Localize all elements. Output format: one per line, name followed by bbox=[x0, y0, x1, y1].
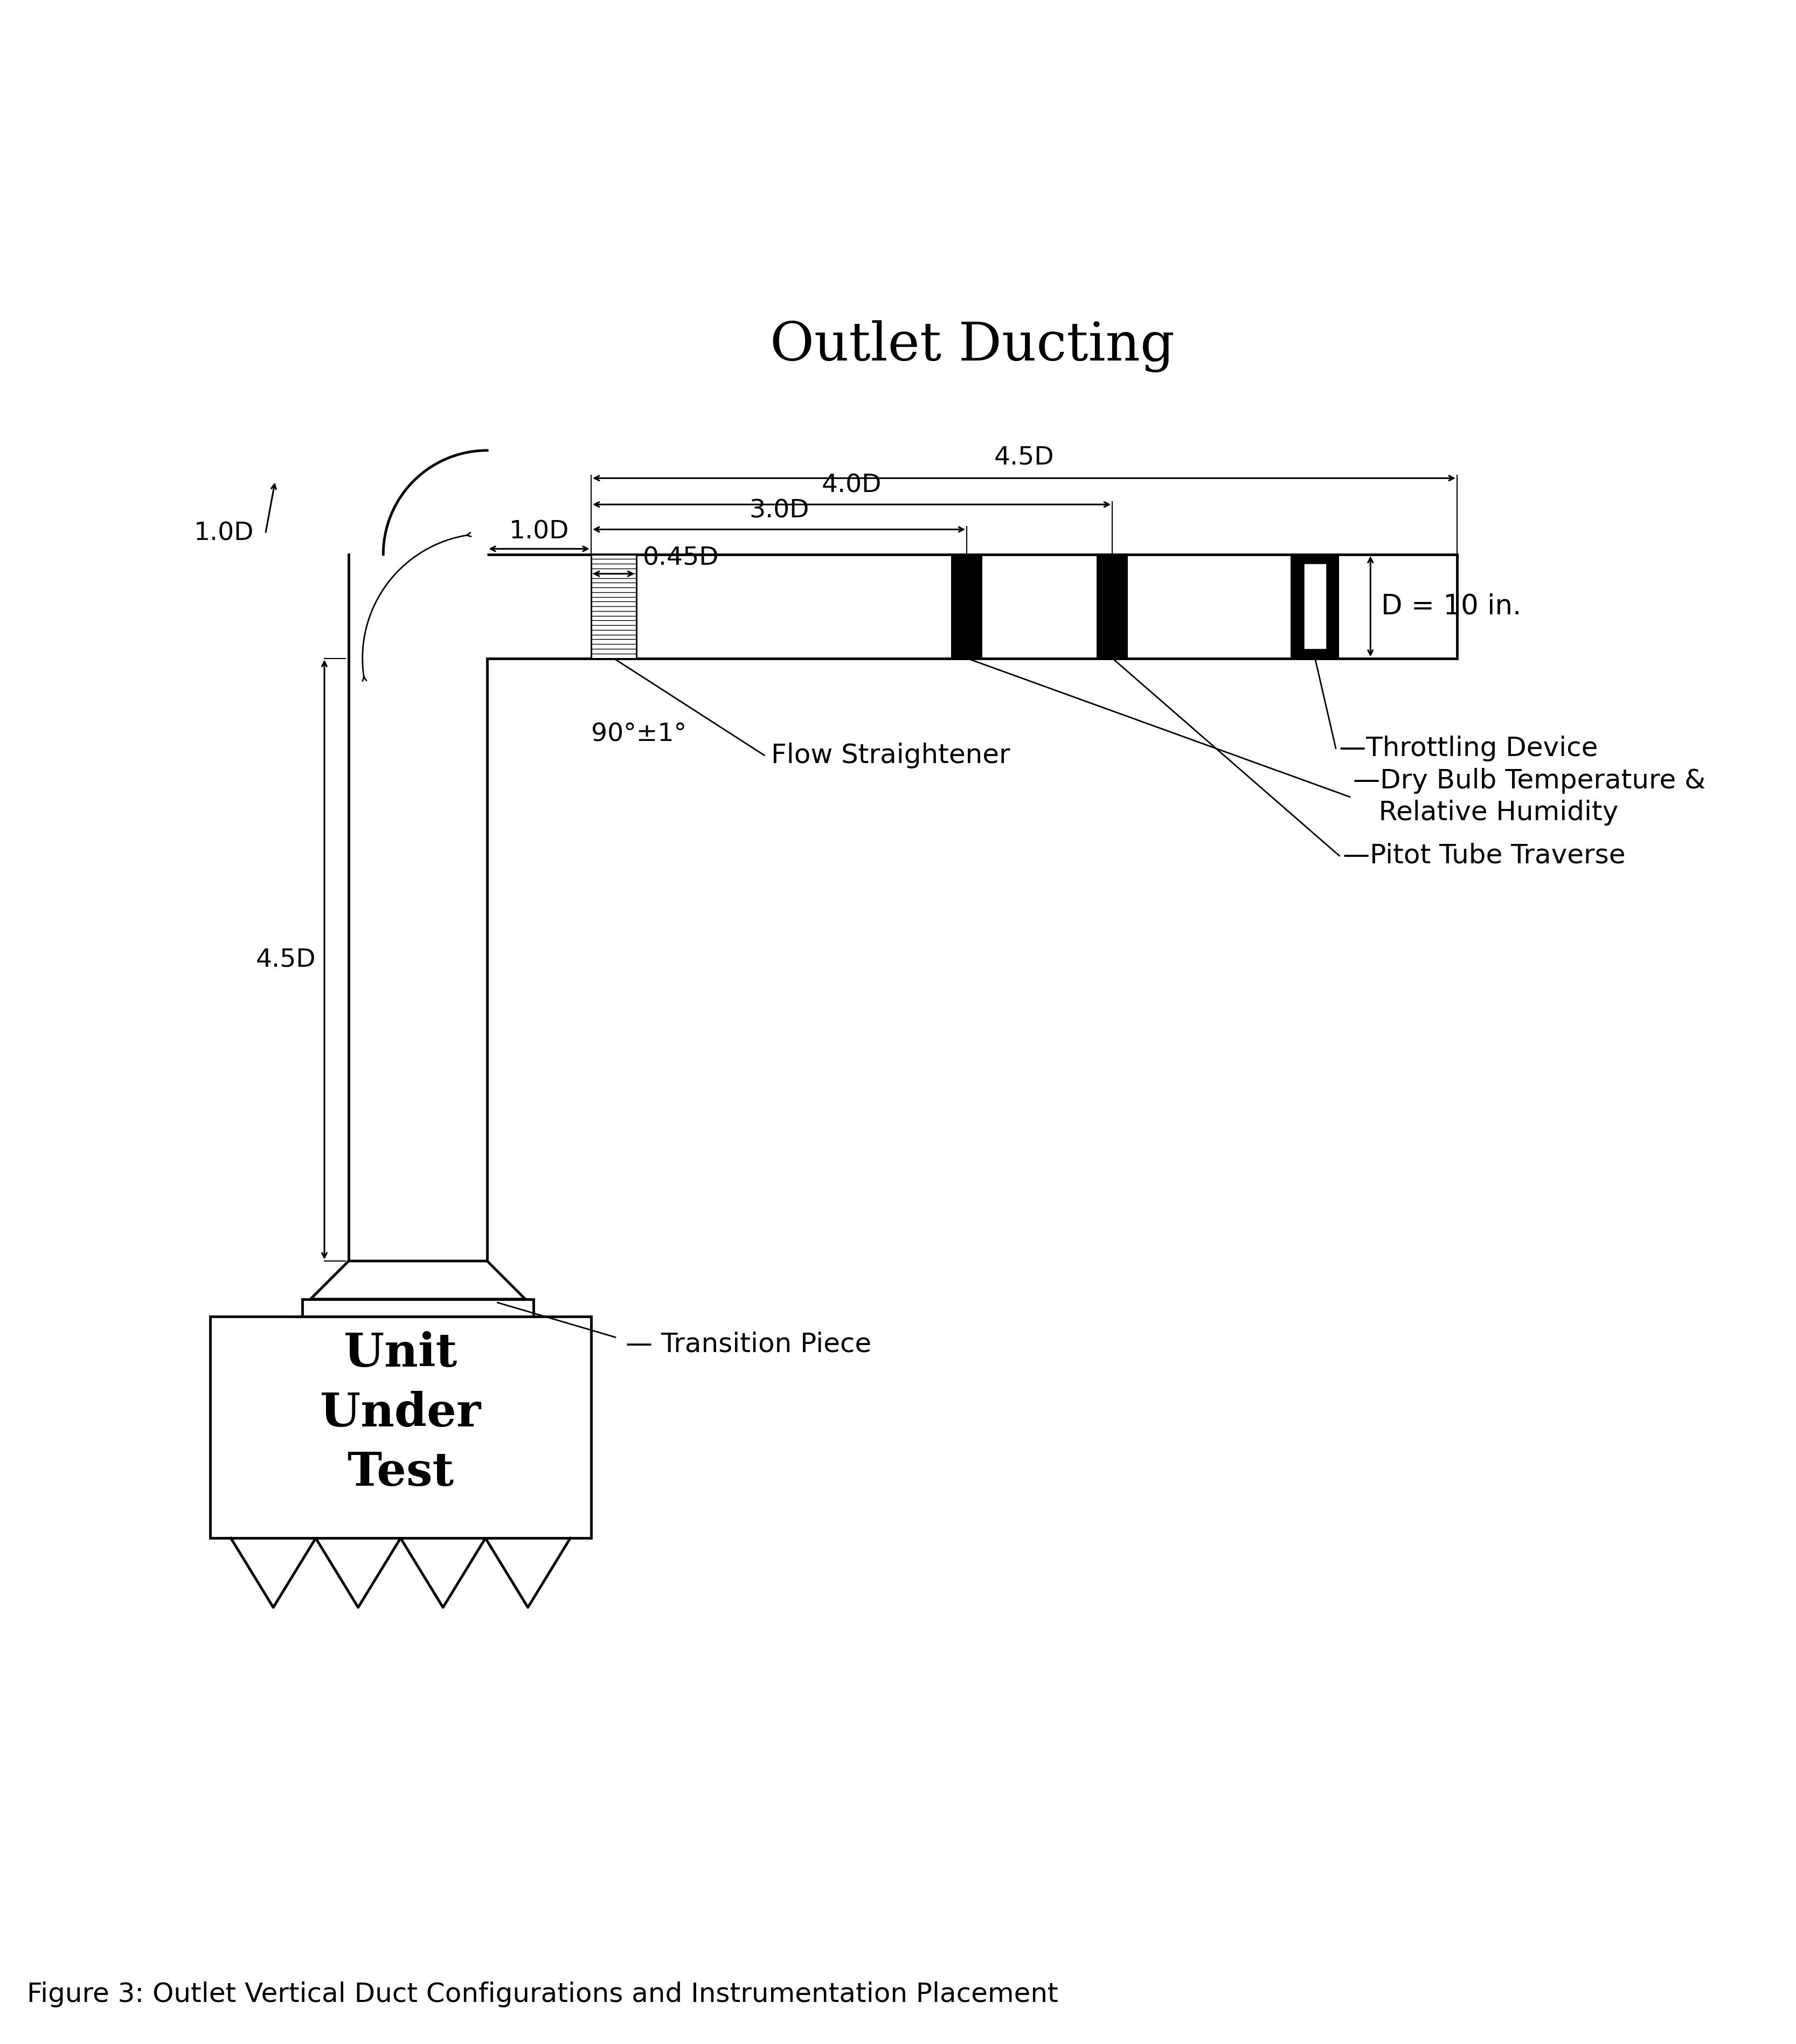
Text: —Throttling Device: —Throttling Device bbox=[1340, 736, 1598, 760]
Text: 4.5D: 4.5D bbox=[257, 948, 316, 971]
Text: 1.0D: 1.0D bbox=[194, 521, 253, 546]
Bar bbox=[591, 554, 636, 658]
Text: —Pitot Tube Traverse: —Pitot Tube Traverse bbox=[1343, 842, 1625, 869]
Text: Flow Straightener: Flow Straightener bbox=[770, 742, 1011, 769]
Text: 90°±1°: 90°±1° bbox=[591, 722, 686, 746]
Bar bbox=[1291, 554, 1340, 658]
Bar bbox=[210, 1316, 591, 1539]
Text: 1.0D: 1.0D bbox=[508, 519, 569, 544]
Text: Unit
Under
Test: Unit Under Test bbox=[320, 1331, 481, 1496]
Polygon shape bbox=[311, 1261, 524, 1300]
Text: — Transition Piece: — Transition Piece bbox=[625, 1331, 871, 1357]
Text: 3.0D: 3.0D bbox=[749, 499, 808, 523]
Text: Outlet Ducting: Outlet Ducting bbox=[770, 321, 1175, 372]
Text: 4.0D: 4.0D bbox=[823, 474, 882, 497]
Text: D = 10 in.: D = 10 in. bbox=[1381, 593, 1521, 619]
Text: 0.45D: 0.45D bbox=[643, 546, 718, 570]
Bar bbox=[1304, 564, 1327, 650]
Bar bbox=[1097, 554, 1128, 658]
Bar bbox=[952, 554, 982, 658]
Text: 4.5D: 4.5D bbox=[993, 446, 1054, 470]
Text: —Dry Bulb Temperature &
   Relative Humidity: —Dry Bulb Temperature & Relative Humidit… bbox=[1352, 769, 1706, 826]
Text: Figure 3: Outlet Vertical Duct Configurations and Instrumentation Placement: Figure 3: Outlet Vertical Duct Configura… bbox=[27, 1981, 1058, 2007]
